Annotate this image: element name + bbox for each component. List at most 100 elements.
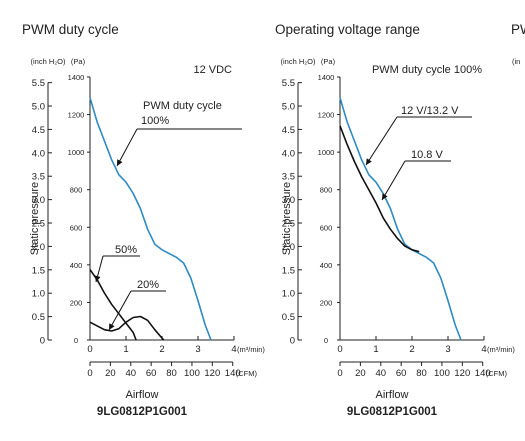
tick-label-pa: 800 xyxy=(320,186,333,195)
tick-label-inch: 2.5 xyxy=(32,219,45,230)
tick-label-pa: 1200 xyxy=(318,111,335,120)
tick-label-pa: 1200 xyxy=(68,111,85,120)
tick-label-cfm: 100 xyxy=(434,368,450,379)
tick-label-inch: 4.5 xyxy=(282,125,295,136)
tick-label-inch: 5.0 xyxy=(32,102,45,113)
tick-label-cfm: 0 xyxy=(87,368,92,379)
tick-label-pa: 400 xyxy=(70,261,83,270)
annotation-arrowhead xyxy=(94,275,101,282)
tick-label-m3min: 3 xyxy=(195,344,200,355)
tick-label-pa: 0 xyxy=(324,336,328,345)
annotation-leader xyxy=(381,160,406,201)
model-label: 9LG0812P1G001 xyxy=(347,406,438,418)
tick-label-pa: 800 xyxy=(70,186,83,195)
chart-title: PWM duty cycle xyxy=(22,22,119,37)
annotation-arrowhead xyxy=(366,158,372,165)
tick-label-inch: 3.5 xyxy=(32,172,45,183)
series-line-1 xyxy=(339,97,462,341)
y-axis-label: Static pressure xyxy=(29,182,41,255)
tick-label-cfm: 0 xyxy=(337,368,342,379)
tick-label-inch: 4.0 xyxy=(282,148,295,159)
annotation-label: 20% xyxy=(137,279,159,291)
unit-pa-label: (Pa) xyxy=(71,57,86,66)
tick-label-inch: 5.5 xyxy=(282,78,295,89)
annotation-label: PWM duty cycle xyxy=(143,100,222,112)
series-line-1 xyxy=(89,97,212,341)
tick-label-cfm: 40 xyxy=(375,368,386,379)
tick-label-pa: 1000 xyxy=(68,148,85,157)
condition-label: PWM duty cycle 100% xyxy=(372,64,482,76)
annotation-label: 12 V/13.2 V xyxy=(401,105,459,117)
tick-label-cfm: 20 xyxy=(105,368,116,379)
annotation-label-2: 100% xyxy=(141,115,169,127)
tick-label-inch: 2.0 xyxy=(282,242,295,253)
tick-label-inch: 0.5 xyxy=(282,312,295,323)
series-line-2 xyxy=(339,125,420,253)
tick-label-m3min: 0 xyxy=(87,344,92,355)
tick-label-inch: 3.5 xyxy=(282,172,295,183)
tick-label-cfm: 140 xyxy=(225,368,241,379)
tick-label-cfm: 80 xyxy=(416,368,427,379)
tick-label-m3min: 4 xyxy=(481,344,486,355)
tick-label-m3min: 1 xyxy=(123,344,128,355)
annotation-arrowhead xyxy=(109,323,115,330)
y-axis-label: Static pressure xyxy=(281,182,293,255)
unit-cfm-label: (CFM) xyxy=(486,369,508,378)
tick-label-inch: 5.5 xyxy=(32,78,45,89)
x-axis-label: Airflow xyxy=(375,389,408,401)
tick-label-inch: 4.0 xyxy=(32,148,45,159)
tick-label-pa: 1400 xyxy=(318,73,335,82)
tick-label-pa: 200 xyxy=(70,298,83,307)
tick-label-cfm: 20 xyxy=(355,368,366,379)
chart-2: Operating voltage range(inch H₂O) (Pa)020… xyxy=(275,22,515,418)
unit-cfm-label: (CFM) xyxy=(236,369,258,378)
annotation-label: 50% xyxy=(115,244,137,256)
model-label: 9LG0812P1G001 xyxy=(97,406,188,418)
tick-label-inch: 4.5 xyxy=(32,125,45,136)
tick-label-cfm: 60 xyxy=(396,368,407,379)
tick-label-cfm: 80 xyxy=(166,368,177,379)
tick-label-inch: 2.5 xyxy=(282,219,295,230)
annotation-arrowhead xyxy=(117,159,123,166)
tick-label-cfm: 60 xyxy=(146,368,157,379)
tick-label-m3min: 4 xyxy=(231,344,236,355)
series-line-2 xyxy=(89,269,137,341)
tick-label-cfm: 140 xyxy=(475,368,491,379)
annotation-leader xyxy=(108,290,132,331)
chart-3-title: PW xyxy=(511,22,525,37)
unit-m3min-label: (m³/min) xyxy=(237,345,265,354)
annotation-label: 10.8 V xyxy=(411,149,443,161)
tick-label-pa: 0 xyxy=(74,336,78,345)
tick-label-inch: 2.0 xyxy=(32,242,45,253)
tick-label-cfm: 120 xyxy=(454,368,470,379)
tick-label-pa: 1000 xyxy=(318,148,335,157)
tick-label-inch: 1.0 xyxy=(282,289,295,300)
x-axis-label: Airflow xyxy=(125,389,158,401)
tick-label-inch: 5.0 xyxy=(282,102,295,113)
tick-label-inch: 0 xyxy=(290,336,295,347)
tick-label-m3min: 2 xyxy=(159,344,164,355)
series-line-3 xyxy=(89,315,165,341)
chart-3-unit-inch: (in xyxy=(512,57,520,66)
unit-inch-label: (inch H₂O) xyxy=(281,57,317,66)
tick-label-inch: 3.0 xyxy=(32,195,45,206)
tick-label-inch: 3.0 xyxy=(282,195,295,206)
tick-label-cfm: 100 xyxy=(184,368,200,379)
tick-label-pa: 1400 xyxy=(68,73,85,82)
tick-label-pa: 200 xyxy=(320,298,333,307)
chart-1: PWM duty cycle(inch H₂O) (Pa)020040060080… xyxy=(22,22,265,418)
tick-label-inch: 0 xyxy=(40,336,45,347)
tick-label-m3min: 2 xyxy=(409,344,414,355)
tick-label-cfm: 120 xyxy=(204,368,220,379)
tick-label-pa: 400 xyxy=(320,261,333,270)
unit-pa-label: (Pa) xyxy=(321,57,336,66)
tick-label-m3min: 1 xyxy=(373,344,378,355)
tick-label-inch: 1.5 xyxy=(282,265,295,276)
tick-label-inch: 1.5 xyxy=(32,265,45,276)
annotation-leader xyxy=(116,128,138,167)
tick-label-pa: 600 xyxy=(320,223,333,232)
tick-label-m3min: 0 xyxy=(337,344,342,355)
tick-label-pa: 600 xyxy=(70,223,83,232)
